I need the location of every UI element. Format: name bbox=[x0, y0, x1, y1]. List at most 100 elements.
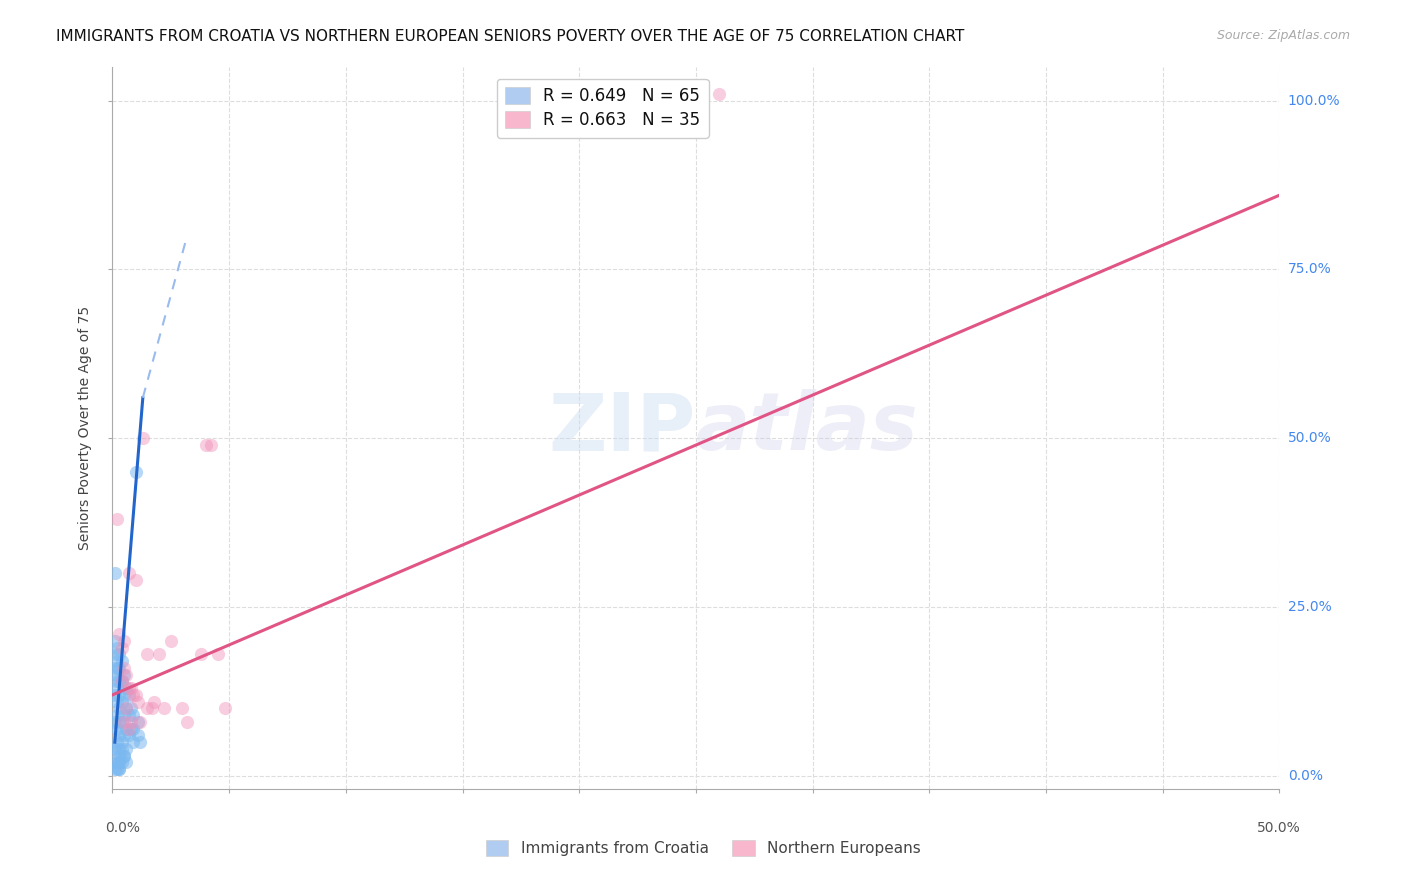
Point bbox=[104, 714, 127, 729]
Point bbox=[125, 465, 148, 479]
Legend: Immigrants from Croatia, Northern Europeans: Immigrants from Croatia, Northern Europe… bbox=[479, 834, 927, 862]
Point bbox=[141, 701, 163, 715]
Point bbox=[103, 742, 125, 756]
Point bbox=[108, 627, 131, 641]
Point bbox=[112, 748, 135, 763]
Point bbox=[118, 708, 141, 723]
Point bbox=[111, 695, 134, 709]
Point bbox=[105, 735, 128, 749]
Point bbox=[104, 566, 127, 581]
Point bbox=[709, 87, 731, 101]
Point bbox=[207, 648, 229, 662]
Point bbox=[112, 728, 135, 742]
Point bbox=[112, 708, 135, 723]
Point bbox=[108, 748, 131, 763]
Point bbox=[115, 701, 138, 715]
Point bbox=[104, 756, 127, 770]
Text: atlas: atlas bbox=[696, 389, 918, 467]
Point bbox=[194, 438, 217, 452]
Point bbox=[112, 688, 135, 702]
Text: IMMIGRANTS FROM CROATIA VS NORTHERN EUROPEAN SENIORS POVERTY OVER THE AGE OF 75 : IMMIGRANTS FROM CROATIA VS NORTHERN EURO… bbox=[56, 29, 965, 44]
Point bbox=[108, 714, 131, 729]
Point bbox=[111, 756, 134, 770]
Point bbox=[112, 633, 135, 648]
Text: Source: ZipAtlas.com: Source: ZipAtlas.com bbox=[1216, 29, 1350, 42]
Point bbox=[108, 728, 131, 742]
Point bbox=[112, 714, 135, 729]
Point bbox=[108, 742, 131, 756]
Point bbox=[115, 722, 138, 736]
Point bbox=[112, 661, 135, 675]
Point bbox=[122, 688, 145, 702]
Point bbox=[115, 742, 138, 756]
Point bbox=[136, 701, 159, 715]
Point bbox=[108, 688, 131, 702]
Point bbox=[111, 742, 134, 756]
Point bbox=[105, 756, 128, 770]
Point bbox=[108, 762, 131, 776]
Point bbox=[105, 722, 128, 736]
Text: 50.0%: 50.0% bbox=[1288, 432, 1331, 445]
Point bbox=[214, 701, 236, 715]
Point bbox=[118, 681, 141, 695]
Point bbox=[129, 714, 152, 729]
Text: ZIP: ZIP bbox=[548, 389, 696, 467]
Point bbox=[200, 438, 222, 452]
Text: 100.0%: 100.0% bbox=[1288, 94, 1340, 108]
Point bbox=[105, 667, 128, 681]
Point bbox=[115, 701, 138, 715]
Point bbox=[112, 748, 135, 763]
Point bbox=[111, 714, 134, 729]
Point bbox=[136, 648, 159, 662]
Point bbox=[104, 674, 127, 689]
Point bbox=[105, 695, 128, 709]
Text: 50.0%: 50.0% bbox=[1257, 821, 1301, 835]
Point bbox=[108, 661, 131, 675]
Point bbox=[105, 654, 128, 668]
Legend: R = 0.649   N = 65, R = 0.663   N = 35: R = 0.649 N = 65, R = 0.663 N = 35 bbox=[496, 78, 709, 137]
Point bbox=[105, 512, 128, 526]
Point bbox=[108, 674, 131, 689]
Point bbox=[122, 708, 145, 723]
Point bbox=[104, 742, 127, 756]
Point bbox=[120, 722, 142, 736]
Point bbox=[122, 722, 145, 736]
Point bbox=[107, 661, 129, 675]
Point bbox=[115, 756, 138, 770]
Point bbox=[104, 633, 127, 648]
Point bbox=[104, 762, 127, 776]
Point bbox=[148, 648, 170, 662]
Point bbox=[125, 688, 148, 702]
Point bbox=[111, 674, 134, 689]
Point bbox=[120, 714, 142, 729]
Point bbox=[125, 573, 148, 587]
Point bbox=[108, 648, 131, 662]
Point bbox=[122, 735, 145, 749]
Point bbox=[111, 735, 134, 749]
Point bbox=[108, 756, 131, 770]
Point bbox=[104, 661, 127, 675]
Text: 25.0%: 25.0% bbox=[1288, 600, 1331, 614]
Point bbox=[111, 674, 134, 689]
Point bbox=[112, 667, 135, 681]
Point bbox=[176, 714, 198, 729]
Point bbox=[127, 714, 149, 729]
Point bbox=[120, 681, 142, 695]
Point bbox=[111, 654, 134, 668]
Text: 0.0%: 0.0% bbox=[105, 821, 141, 835]
Point bbox=[120, 701, 142, 715]
Point bbox=[190, 648, 212, 662]
Y-axis label: Seniors Poverty Over the Age of 75: Seniors Poverty Over the Age of 75 bbox=[79, 306, 93, 550]
Point bbox=[105, 640, 128, 655]
Text: 75.0%: 75.0% bbox=[1288, 262, 1331, 277]
Point bbox=[172, 701, 194, 715]
Point bbox=[105, 708, 128, 723]
Point bbox=[108, 701, 131, 715]
Point bbox=[118, 728, 141, 742]
Point bbox=[111, 640, 134, 655]
Point bbox=[105, 762, 128, 776]
Point bbox=[105, 681, 128, 695]
Point bbox=[153, 701, 176, 715]
Point bbox=[118, 722, 141, 736]
Point bbox=[129, 735, 152, 749]
